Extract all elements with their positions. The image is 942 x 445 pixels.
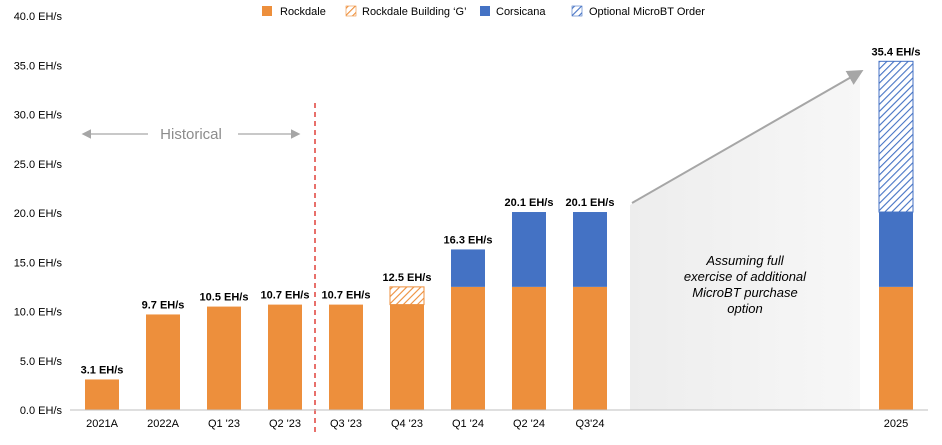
x-tick-label: 2021A (86, 418, 118, 430)
bar-segment-rockdale (879, 286, 913, 410)
bar-segment-rockdale (329, 304, 363, 410)
assumption-line-1: Assuming full (705, 253, 784, 268)
y-axis: 0.0 EH/s 5.0 EH/s 10.0 EH/s 15.0 EH/s 20.0 E… (14, 11, 63, 417)
x-tick-label: Q1 '23 (208, 418, 240, 430)
bar-segment-rockdale (573, 286, 607, 410)
historical-annotation: Historical (81, 126, 301, 143)
legend-swatch-rockdale-building-g (345, 5, 357, 17)
bar-segment-corsicana (879, 212, 913, 287)
bar-data-label: 20.1 EH/s (566, 197, 615, 209)
bar-data-label: 10.7 EH/s (322, 290, 371, 302)
bar-segment-rockdale (207, 306, 241, 410)
x-tick-label: Q2 '24 (513, 418, 545, 430)
y-tick-label: 10.0 EH/s (14, 307, 63, 319)
legend-label-rockdale-building-g: Rockdale Building ‘G’ (362, 6, 467, 18)
bar-segment-rockdale (268, 304, 302, 410)
historical-label: Historical (160, 126, 222, 143)
x-axis: 2021A 2022A Q1 '23 Q2 '23 Q3 '23 Q4 '23 Q1 '24… (70, 409, 928, 430)
legend-label-rockdale: Rockdale (280, 6, 326, 18)
y-tick-label: 30.0 EH/s (14, 110, 63, 122)
y-tick-label: 15.0 EH/s (14, 257, 63, 269)
x-tick-label: 2022A (147, 418, 179, 430)
x-tick-label: Q1 '24 (452, 418, 484, 430)
assumption-line-3: MicroBT purchase (692, 285, 797, 300)
bar-data-label: 3.1 EH/s (81, 364, 124, 376)
bar-segment-corsicana (573, 212, 607, 287)
bar-data-label: 9.7 EH/s (142, 299, 185, 311)
legend-label-optional-microbt: Optional MicroBT Order (589, 6, 705, 18)
bar-data-label: 10.7 EH/s (261, 290, 310, 302)
bar-segment-rockdale (85, 379, 119, 410)
y-tick-label: 5.0 EH/s (20, 356, 63, 368)
assumption-line-4: option (727, 301, 762, 316)
bar-segment-rockdale (146, 314, 180, 410)
legend-swatch-optional-microbt (571, 5, 583, 17)
x-tick-label: 2025 (884, 418, 908, 430)
bar-segment-rockdale (390, 304, 424, 410)
bar-data-label: 10.5 EH/s (200, 292, 249, 304)
y-tick-label: 40.0 EH/s (14, 11, 63, 23)
bar-segment-rockdale-building-g (389, 286, 425, 306)
bar-data-label: 35.4 EH/s (872, 46, 921, 58)
bar-segment-rockdale (451, 286, 485, 410)
legend: Rockdale Rockdale Building ‘G’ Corsicana… (262, 5, 705, 18)
assumption-note: Assuming full exercise of additional Mic… (684, 253, 807, 316)
y-tick-label: 35.0 EH/s (14, 60, 63, 72)
bar-segment-optional-microbt (878, 60, 914, 213)
legend-swatch-rockdale (262, 6, 272, 16)
x-tick-label: Q3 '23 (330, 418, 362, 430)
projection-arrow (631, 70, 864, 204)
x-tick-label: Q4 '23 (391, 418, 423, 430)
legend-label-corsicana: Corsicana (496, 6, 546, 18)
bar-data-label: 20.1 EH/s (505, 197, 554, 209)
bar-data-label: 12.5 EH/s (383, 272, 432, 284)
x-tick-label: Q3'24 (575, 418, 604, 430)
bar-data-label: 16.3 EH/s (444, 234, 493, 246)
legend-swatch-corsicana (480, 6, 490, 16)
bar-segment-corsicana (451, 249, 485, 287)
bar-segment-rockdale (512, 286, 546, 410)
assumption-line-2: exercise of additional (684, 269, 807, 284)
bar-segment-corsicana (512, 212, 546, 287)
bars: 3.1 EH/s 9.7 EH/s 10.5 EH/s 10.7 EH/s 10.7 E… (81, 46, 921, 410)
y-tick-label: 25.0 EH/s (14, 159, 63, 171)
y-tick-label: 0.0 EH/s (20, 405, 63, 417)
projection-area (630, 72, 860, 410)
y-tick-label: 20.0 EH/s (14, 208, 63, 220)
x-tick-label: Q2 '23 (269, 418, 301, 430)
